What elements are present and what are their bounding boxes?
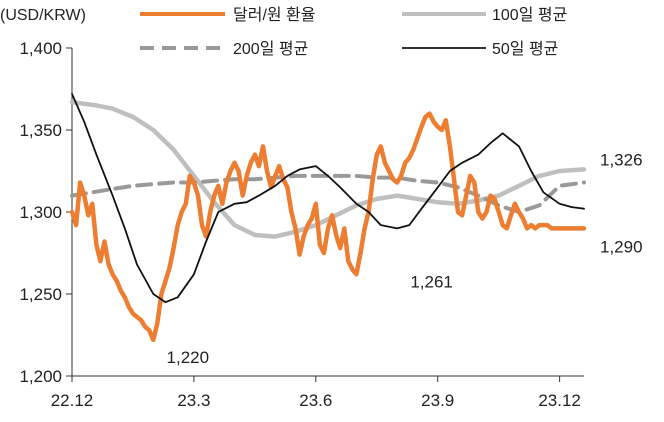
y-tick-label: 1,400 [19,39,62,58]
x-tick-label: 23.12 [538,391,581,410]
labels-group: 1,290 1,326 1,220 1,261 [167,150,643,367]
unit-label: (USD/KRW) [0,7,86,24]
x-tick-label: 23.9 [421,391,454,410]
x-tick-label: 23.6 [299,391,332,410]
y-tick-label: 1,350 [19,121,62,140]
series-line-ma50 [71,93,585,304]
x-tick-label: 22.12 [51,391,94,410]
y-tick-label: 1,200 [19,367,62,386]
legend-label-ma100: 100일 평균 [492,6,567,24]
end-label-ma100: 1,326 [600,150,643,169]
series-line-usdkrw [69,111,587,343]
legend-label-usdkrw: 달러/원 환율 [233,6,316,24]
annotation-label: 1,261 [410,272,453,291]
y-tick-label: 1,300 [19,203,62,222]
legend-label-ma50: 50일 평균 [492,40,558,58]
end-label-usdkrw: 1,290 [600,237,643,256]
x-tick-label: 23.3 [177,391,210,410]
legend-label-ma200: 200일 평균 [233,40,308,58]
legend: (USD/KRW) 달러/원 환율 100일 평균 200일 평균 50일 평균 [0,6,567,58]
series-line-ma100 [69,99,587,239]
axes: 1,200 1,250 1,300 1,350 1,400 22.12 23.3 23.6 23… [19,39,584,410]
annotation-label: 1,220 [167,348,210,367]
series-group [69,93,587,343]
y-tick-label: 1,250 [19,285,62,304]
